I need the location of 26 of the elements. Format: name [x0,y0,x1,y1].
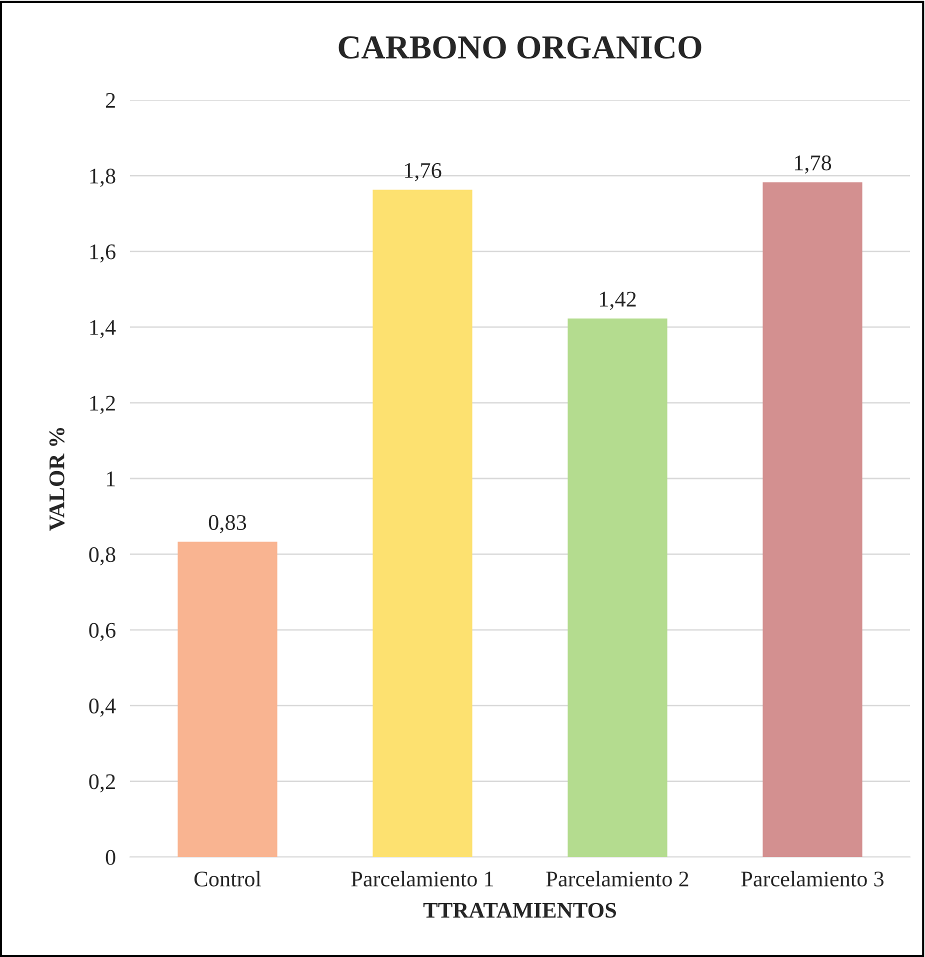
y-tick-label: 1,2 [90,396,115,414]
x-tick-label: Parcelamiento 3 [741,870,884,887]
y-tick-label: 0,6 [89,622,116,642]
y-tick-label: 0,8 [89,547,116,566]
bar [762,182,862,857]
y-tick-label: 0,2 [89,774,115,792]
x-tick-label: Control [194,870,262,887]
y-tick-label: 1,8 [90,168,116,187]
y-tick-label: 0 [106,850,116,865]
y-tick-label: 1 [106,472,115,486]
chart-title: CARBONO ORGANICO [338,36,702,59]
bar [568,318,668,857]
data-label: 0,83 [208,515,246,534]
x-tick-label: Parcelamiento 2 [546,870,688,887]
data-label: 1,42 [600,292,636,310]
bar [178,542,278,857]
y-tick-label: 2 [106,92,115,108]
data-label: 1,78 [795,155,832,174]
x-axis-title: TTRATAMIENTOS [423,902,616,918]
bar [372,190,472,857]
y-tick-label: 1,6 [90,244,116,263]
y-tick-label: 1,4 [90,320,116,338]
data-label: 1,76 [405,163,442,182]
y-tick-label: 0,4 [89,698,116,717]
x-tick-label: Parcelamiento 1 [351,870,494,887]
y-axis-title: VALOR % [49,428,64,531]
